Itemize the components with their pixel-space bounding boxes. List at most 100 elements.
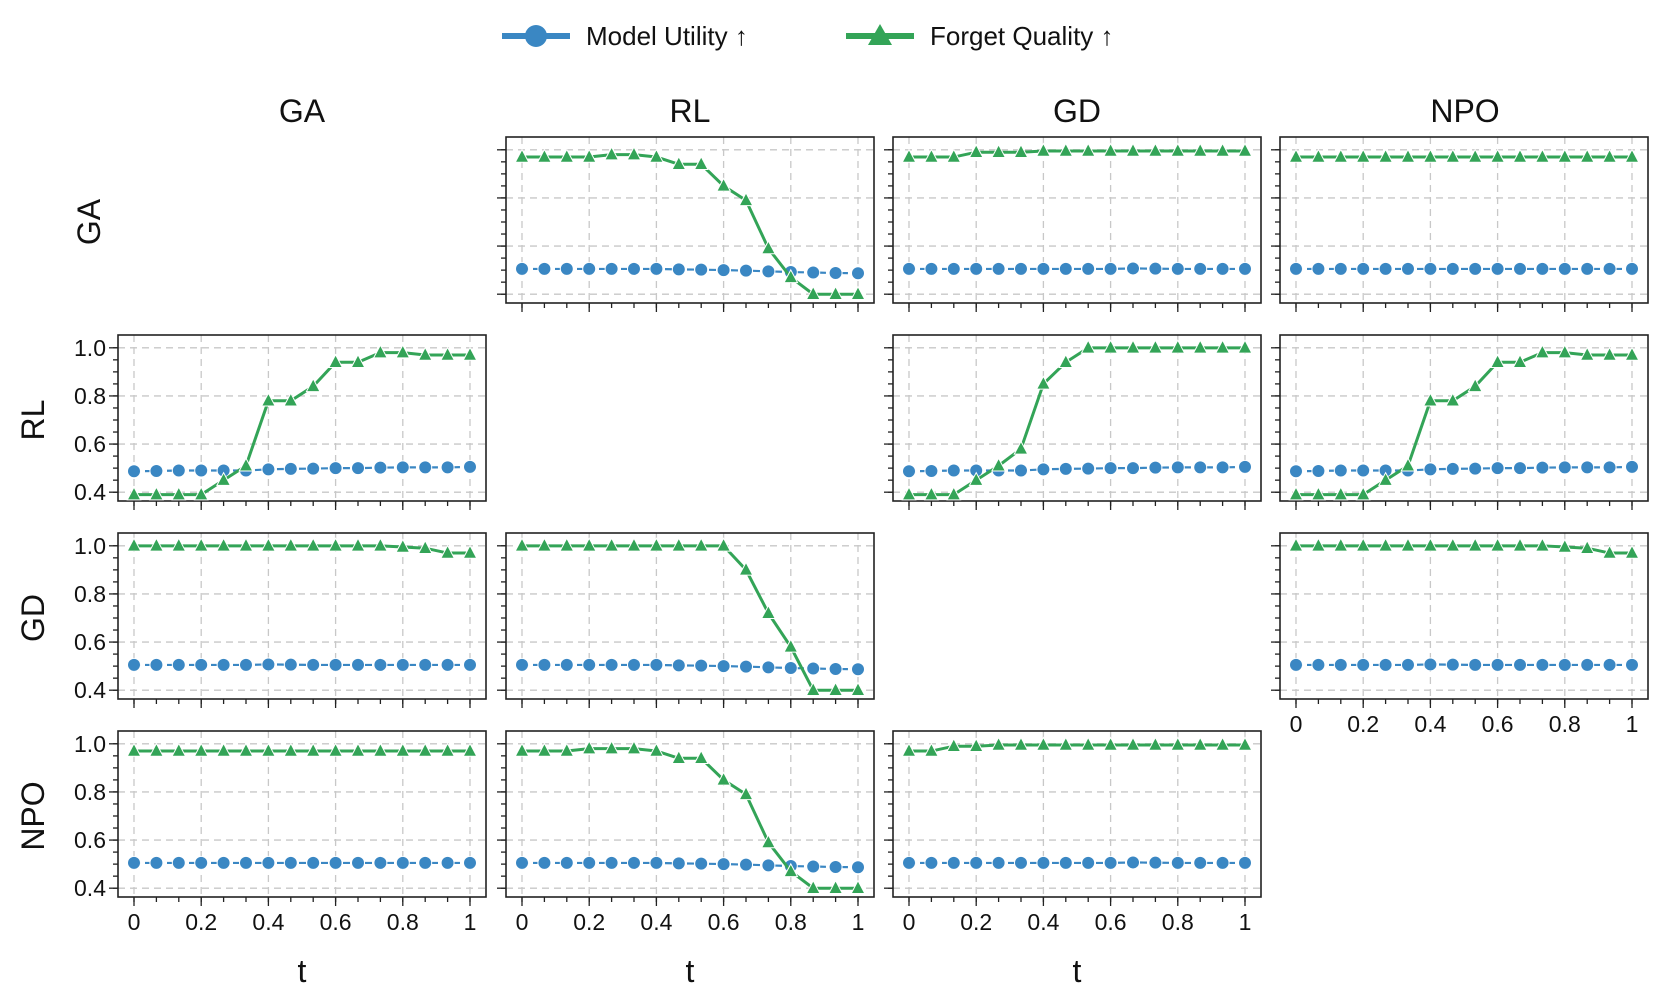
panel-rl-gd-model-utility-point <box>1103 461 1118 476</box>
panel-rl-ga-forget-quality-point <box>350 353 366 368</box>
panel-gd-rl-model-utility-point <box>694 658 709 673</box>
panel-rl-gd <box>884 334 1262 510</box>
panel-npo-rl-xtick-label: 0.6 <box>708 909 740 935</box>
panel-rl-gd-model-utility-point <box>1036 462 1051 477</box>
panel-gd-ga-forget-quality-point <box>148 537 164 552</box>
panel-npo-rl-forget-quality-line <box>522 747 858 890</box>
panel-npo-ga-model-utility-point <box>306 855 321 870</box>
panel-npo-ga-forget-quality-point <box>395 742 411 757</box>
panel-rl-npo-forget-quality-point <box>1333 486 1349 501</box>
panel-gd-npo-model-utility-point <box>1468 657 1483 672</box>
panel-gd-rl-forget-quality-point <box>850 681 866 696</box>
panel-gd-npo-xtick-label: 0 <box>1290 711 1303 737</box>
panel-gd-rl-model-utility-point <box>806 661 821 676</box>
panel-rl-ga-model-utility-point <box>395 460 410 475</box>
col-title-gd: GD <box>1053 93 1101 129</box>
panel-npo-ga-model-utility-point <box>373 855 388 870</box>
panel-rl-ga-model-utility-point <box>283 461 298 476</box>
panel-npo-gd-forget-quality-point <box>1080 736 1096 751</box>
panel-rl-ga-model-utility-line <box>133 465 471 473</box>
panel-npo-gd-forget-quality-point <box>1237 736 1253 751</box>
panel-gd-ga-model-utility-point <box>328 657 343 672</box>
panel-npo-rl-forget-quality-point <box>626 740 642 755</box>
panel-gd-rl-forget-quality-point <box>559 537 575 552</box>
x-axis-label-col-gd: t <box>1073 953 1082 989</box>
panel-ga-npo-forget-quality-point <box>1624 148 1640 163</box>
panel-rl-ga-forget-quality-point <box>417 346 433 361</box>
panel-rl-gd-model-utility-point <box>1013 463 1028 478</box>
panel-gd-rl-model-utility-point <box>716 659 731 674</box>
panel-rl-npo-forget-quality-point <box>1422 392 1438 407</box>
panel-gd-rl-forget-quality-point <box>626 537 642 552</box>
panel-ga-rl-model-utility-point <box>515 261 529 276</box>
panel-ga-rl-model-utility-point <box>851 266 865 281</box>
panel-ga-gd-forget-quality-point <box>1058 142 1074 157</box>
panel-rl-gd-model-utility-point <box>1126 461 1141 476</box>
panel-rl-npo-forget-quality-point <box>1288 486 1304 501</box>
panel-ga-gd-forget-quality-point <box>1215 142 1231 157</box>
panel-gd-npo-model-utility-point <box>1333 657 1348 672</box>
panel-rl-npo-model-utility-point <box>1468 461 1483 476</box>
panel-npo-ga-ytick-label: 1.0 <box>74 731 106 757</box>
panel-gd-ga: 0.4 0.6 0.8 1.0 <box>74 532 487 708</box>
row-label-ga: GA <box>71 198 107 245</box>
panel-gd-npo: 0 0.2 0.4 0.6 0.8 1 <box>1271 532 1649 737</box>
panel-gd-npo-forget-quality-point <box>1602 544 1618 559</box>
panel-ga-npo-model-utility-point <box>1513 261 1528 276</box>
panel-ga-gd-model-utility-point <box>1148 261 1163 276</box>
panel-rl-npo-model-utility-point <box>1602 460 1617 475</box>
panel-npo-ga-xtick-label: 0.2 <box>185 909 217 935</box>
panel-rl-gd-model-utility-point <box>1081 461 1096 476</box>
panel-npo-gd-xtick-label: 0 <box>903 909 916 935</box>
panel-ga-rl-forget-quality-point <box>536 148 552 163</box>
panel-npo-rl-model-utility-point <box>582 855 597 870</box>
panel-gd-rl-frame <box>505 532 875 700</box>
panel-gd-ga-model-utility-point <box>440 657 455 672</box>
panel-gd-npo-forget-quality-point <box>1445 537 1461 552</box>
panel-npo-gd-model-utility-point <box>1238 855 1252 870</box>
panel-gd-rl-forget-quality-point <box>604 537 620 552</box>
panel-rl-gd-forget-quality-point <box>1013 440 1029 455</box>
legend-forget-quality-label: Forget Quality ↑ <box>930 21 1114 51</box>
panel-npo-ga-ytick-label: 0.6 <box>74 827 106 853</box>
panel-npo-rl-forget-quality-point <box>648 742 664 757</box>
panel-gd-ga-forget-quality-point <box>260 537 276 552</box>
panel-npo-ga-model-utility-point <box>127 855 141 870</box>
panel-gd-ga-model-utility-point <box>171 657 186 672</box>
panel-rl-ga-forget-quality-point <box>440 346 456 361</box>
panel-rl-gd-model-utility-point <box>1148 460 1163 475</box>
panel-rl-ga-model-utility-point <box>306 461 321 476</box>
panel-npo-rl-xtick-label: 0 <box>516 909 529 935</box>
panel-gd-rl-model-utility-point <box>851 662 865 677</box>
panel-npo-rl-model-utility-point <box>671 856 686 871</box>
panel-ga-npo <box>1271 136 1649 312</box>
panel-ga-rl-forget-quality-point <box>604 146 620 161</box>
panel-ga-gd-model-utility-point <box>1238 261 1252 276</box>
panel-npo-gd-xtick-label: 0.2 <box>960 909 992 935</box>
panel-npo-rl-forget-quality-point <box>536 742 552 757</box>
panel-ga-npo-forget-quality-point <box>1579 148 1595 163</box>
panel-ga-rl-forget-quality-point <box>514 148 530 163</box>
panel-rl-ga-model-utility-point <box>194 463 209 478</box>
panel-ga-gd-model-utility-point <box>1215 261 1230 276</box>
x-axis-label-col-ga: t <box>298 953 307 989</box>
panel-npo-gd-xtick-label: 1 <box>1239 909 1252 935</box>
panel-gd-ga-model-utility-point <box>238 657 253 672</box>
panel-ga-rl-forget-quality-point <box>850 285 866 300</box>
panel-rl-ga-frame <box>117 334 487 502</box>
panel-ga-npo-forget-quality-point <box>1310 148 1326 163</box>
panel-gd-npo-xtick-label: 0.4 <box>1414 711 1446 737</box>
panel-ga-gd-model-utility-point <box>924 261 939 276</box>
panel-ga-gd-model-utility-point <box>969 261 984 276</box>
panel-npo-gd-frame <box>892 730 1262 898</box>
panel-npo-rl-forget-quality-point <box>828 879 844 894</box>
panel-rl-npo-model-utility-point <box>1356 463 1371 478</box>
panel-ga-rl-model-utility-point <box>649 261 664 276</box>
panel-rl-ga-forget-quality-point <box>328 353 344 368</box>
panel-gd-npo-model-utility-point <box>1580 657 1595 672</box>
panel-ga-rl-model-utility-point <box>559 261 574 276</box>
panel-ga-npo-model-utility-point <box>1490 261 1505 276</box>
panel-ga-rl-forget-quality-point <box>626 146 642 161</box>
panel-rl-ga-forget-quality-point <box>372 344 388 359</box>
panel-npo-gd-forget-quality-point <box>1125 736 1141 751</box>
